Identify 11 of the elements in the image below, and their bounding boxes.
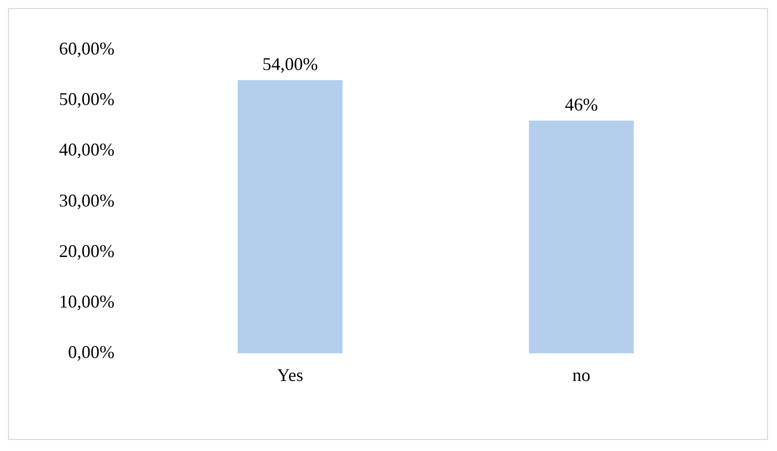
data-label: 46% <box>564 94 598 114</box>
y-tick-label: 0,00% <box>68 342 114 362</box>
y-tick-label: 40,00% <box>58 140 114 160</box>
y-tick-label: 20,00% <box>58 240 114 261</box>
data-label: 54,00% <box>262 54 318 74</box>
x-tick-label: Yes <box>277 364 304 385</box>
y-tick-label: 60,00% <box>58 38 114 59</box>
y-tick-label: 50,00% <box>58 89 114 110</box>
y-tick-label: 30,00% <box>58 190 114 210</box>
x-tick-label: no <box>572 364 590 385</box>
y-tick-label: 10,00% <box>58 292 114 312</box>
